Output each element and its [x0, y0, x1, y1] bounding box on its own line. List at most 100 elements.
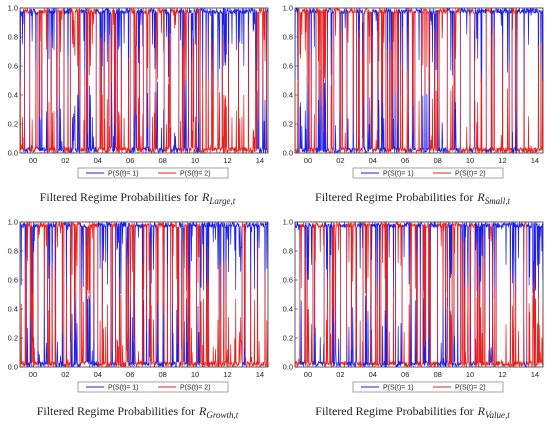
legend-label: P(S(t)= 2): [455, 171, 486, 178]
x-tick-label: 10: [191, 156, 199, 165]
x-tick-label: 06: [401, 156, 409, 165]
caption-symbol: R: [202, 190, 210, 204]
x-tick-label: 02: [61, 156, 69, 165]
x-tick-label: 02: [336, 370, 344, 379]
caption-prefix: Filtered Regime Probabilities for: [36, 404, 196, 418]
x-tick-label: 06: [126, 370, 134, 379]
series-line-p2: [20, 8, 268, 153]
legend-box: [77, 381, 229, 393]
y-axis: 0.0 0.2 0.4 0.6 0.8 1.0: [283, 218, 298, 372]
x-tick-label: 06: [401, 370, 409, 379]
legend: P(S(t)= 1) P(S(t)= 2): [77, 381, 229, 393]
y-axis: 0.0 0.2 0.4 0.6 0.8 1.0: [283, 4, 298, 158]
caption-symbol: R: [477, 190, 485, 204]
x-axis: 00 02 04 06 08 10 12 14: [304, 364, 544, 379]
y-tick-label: 0.6: [8, 62, 18, 71]
chart-caption: Filtered Regime Probabilities for RLarge,…: [0, 190, 275, 206]
x-tick-label: 12: [498, 156, 506, 165]
series-line-p2: [20, 222, 268, 367]
caption-subscript: Growth,t: [206, 410, 239, 420]
x-tick-label: 08: [158, 370, 166, 379]
series-line-p1: [20, 8, 268, 153]
y-tick-label: 1.0: [8, 4, 18, 13]
x-tick-label: 04: [369, 156, 377, 165]
x-tick-label: 04: [94, 370, 102, 379]
chart-panel-small: 0.0 0.2 0.4 0.6 0.8 1.0 00 02 04 06 08 10 12 14 P(S(t)…: [275, 0, 550, 214]
y-axis: 0.0 0.2 0.4 0.6 0.8 1.0: [8, 4, 23, 158]
x-tick-label: 06: [126, 156, 134, 165]
x-tick-label: 10: [466, 370, 474, 379]
y-tick-label: 0.2: [283, 120, 293, 129]
chart-caption: Filtered Regime Probabilities for RGrowth…: [0, 404, 275, 420]
chart-caption: Filtered Regime Probabilities for RValue,…: [275, 404, 550, 420]
x-tick-label: 08: [433, 156, 441, 165]
legend: P(S(t)= 1) P(S(t)= 2): [77, 167, 229, 179]
chart-svg: 0.0 0.2 0.4 0.6 0.8 1.0 00 02 04 06 08 10 12 14 P(S(t)…: [283, 218, 544, 393]
caption-subscript: Small,t: [484, 196, 510, 206]
y-tick-label: 0.4: [8, 91, 18, 100]
chart-panel-growth: 0.0 0.2 0.4 0.6 0.8 1.0 00 02 04 06 08 10 12 14 P(S(t)…: [0, 214, 275, 428]
chart-caption: Filtered Regime Probabilities for RSmall,…: [275, 190, 550, 206]
plot-frame: [294, 221, 544, 368]
y-tick-label: 0.0: [283, 149, 293, 158]
caption-prefix: Filtered Regime Probabilities for: [315, 190, 474, 204]
chart-svg: 0.0 0.2 0.4 0.6 0.8 1.0 00 02 04 06 08 10 12 14 P(S(t)…: [8, 218, 269, 393]
legend-label: P(S(t)= 1): [383, 171, 414, 178]
legend-box: [352, 381, 504, 393]
chart-panel-value: 0.0 0.2 0.4 0.6 0.8 1.0 00 02 04 06 08 10 12 14 P(S(t)…: [275, 214, 550, 428]
series-line-p1: [295, 8, 543, 153]
x-axis: 00 02 04 06 08 10 12 14: [29, 364, 269, 379]
legend-box: [77, 167, 229, 179]
x-tick-label: 12: [223, 156, 231, 165]
legend-label: P(S(t)= 2): [180, 385, 211, 392]
series-line-p2: [295, 8, 543, 153]
legend-label: P(S(t)= 2): [180, 171, 211, 178]
legend: P(S(t)= 1) P(S(t)= 2): [352, 167, 504, 179]
y-tick-label: 0.8: [8, 247, 18, 256]
x-tick-label: 08: [158, 156, 166, 165]
y-tick-label: 0.4: [283, 305, 293, 314]
y-tick-label: 0.8: [283, 33, 293, 42]
caption-symbol: R: [477, 404, 485, 418]
chart-panel-large: 0.0 0.2 0.4 0.6 0.8 1.0 00 02 04 06 08 10 12 14 P(S(t)…: [0, 0, 275, 214]
legend-label: P(S(t)= 2): [455, 385, 486, 392]
caption-symbol: R: [199, 404, 207, 418]
y-tick-label: 1.0: [283, 218, 293, 227]
x-tick-label: 00: [304, 156, 312, 165]
legend: P(S(t)= 1) P(S(t)= 2): [352, 381, 504, 393]
y-tick-label: 0.4: [8, 305, 18, 314]
legend-label: P(S(t)= 1): [108, 171, 139, 178]
x-tick-label: 14: [531, 370, 539, 379]
y-tick-label: 0.0: [283, 363, 293, 372]
y-tick-label: 0.6: [283, 62, 293, 71]
x-tick-label: 10: [466, 156, 474, 165]
y-tick-label: 0.2: [8, 334, 18, 343]
x-axis: 00 02 04 06 08 10 12 14: [29, 150, 269, 165]
y-tick-label: 0.2: [283, 334, 293, 343]
x-tick-label: 14: [256, 370, 264, 379]
y-tick-label: 1.0: [283, 4, 293, 13]
x-tick-label: 10: [191, 370, 199, 379]
y-tick-label: 0.0: [8, 363, 18, 372]
chart-svg: 0.0 0.2 0.4 0.6 0.8 1.0 00 02 04 06 08 10 12 14 P(S(t)…: [283, 4, 544, 179]
x-tick-label: 14: [256, 156, 264, 165]
x-tick-label: 08: [433, 370, 441, 379]
chart-svg: 0.0 0.2 0.4 0.6 0.8 1.0 00 02 04 06 08 10 12 14 P(S(t)…: [8, 4, 269, 179]
y-tick-label: 0.4: [283, 91, 293, 100]
y-tick-label: 1.0: [8, 218, 18, 227]
series-line-p1: [20, 222, 268, 367]
y-tick-label: 0.8: [283, 247, 293, 256]
x-tick-label: 02: [336, 156, 344, 165]
series-line-p1: [295, 222, 543, 367]
x-tick-label: 00: [29, 370, 37, 379]
x-tick-label: 00: [29, 156, 37, 165]
x-tick-label: 12: [498, 370, 506, 379]
caption-subscript: Large,t: [209, 196, 236, 206]
x-axis: 00 02 04 06 08 10 12 14: [304, 150, 544, 165]
caption-prefix: Filtered Regime Probabilities for: [39, 190, 199, 204]
caption-prefix: Filtered Regime Probabilities for: [315, 404, 474, 418]
y-tick-label: 0.8: [8, 33, 18, 42]
series-line-p2: [295, 222, 543, 367]
y-tick-label: 0.0: [8, 149, 18, 158]
y-tick-label: 0.6: [8, 276, 18, 285]
